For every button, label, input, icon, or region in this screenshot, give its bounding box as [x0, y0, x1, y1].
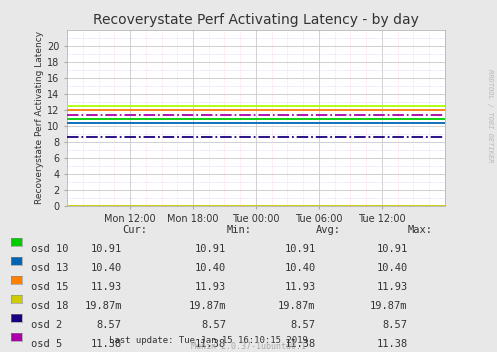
Text: osd 13: osd 13	[31, 263, 68, 273]
Text: 11.93: 11.93	[90, 282, 122, 292]
Text: Last update: Tue Jan 15 16:10:15 2019: Last update: Tue Jan 15 16:10:15 2019	[109, 336, 308, 345]
Text: 19.87m: 19.87m	[189, 301, 226, 311]
Text: 10.40: 10.40	[284, 263, 316, 273]
Text: 11.93: 11.93	[195, 282, 226, 292]
Text: 8.57: 8.57	[97, 320, 122, 330]
Text: 10.40: 10.40	[376, 263, 408, 273]
Text: 10.91: 10.91	[90, 244, 122, 254]
Text: Avg:: Avg:	[316, 225, 340, 235]
Text: 10.91: 10.91	[195, 244, 226, 254]
Text: osd 18: osd 18	[31, 301, 68, 311]
Text: 11.38: 11.38	[284, 339, 316, 349]
Text: 10.40: 10.40	[90, 263, 122, 273]
Text: 19.87m: 19.87m	[278, 301, 316, 311]
Text: 8.57: 8.57	[383, 320, 408, 330]
Text: Cur:: Cur:	[122, 225, 147, 235]
Text: 19.87m: 19.87m	[370, 301, 408, 311]
Text: 10.40: 10.40	[195, 263, 226, 273]
Title: Recoverystate Perf Activating Latency - by day: Recoverystate Perf Activating Latency - …	[93, 13, 419, 27]
Text: 10.91: 10.91	[376, 244, 408, 254]
Text: Max:: Max:	[408, 225, 432, 235]
Text: osd 15: osd 15	[31, 282, 68, 292]
Y-axis label: Recoverystate Perf Activating Latency: Recoverystate Perf Activating Latency	[35, 31, 44, 205]
Text: 8.57: 8.57	[291, 320, 316, 330]
Text: 11.38: 11.38	[195, 339, 226, 349]
Text: osd 5: osd 5	[31, 339, 62, 349]
Text: 10.91: 10.91	[284, 244, 316, 254]
Text: osd 10: osd 10	[31, 244, 68, 254]
Text: Min:: Min:	[226, 225, 251, 235]
Text: 11.38: 11.38	[376, 339, 408, 349]
Text: 11.93: 11.93	[376, 282, 408, 292]
Text: 11.38: 11.38	[90, 339, 122, 349]
Text: RRDTOOL / TOBI OETIKER: RRDTOOL / TOBI OETIKER	[487, 69, 493, 163]
Text: osd 2: osd 2	[31, 320, 62, 330]
Text: Munin 2.0.37-1ubuntu0.1: Munin 2.0.37-1ubuntu0.1	[191, 342, 306, 351]
Text: 11.93: 11.93	[284, 282, 316, 292]
Text: 19.87m: 19.87m	[84, 301, 122, 311]
Text: 8.57: 8.57	[201, 320, 226, 330]
